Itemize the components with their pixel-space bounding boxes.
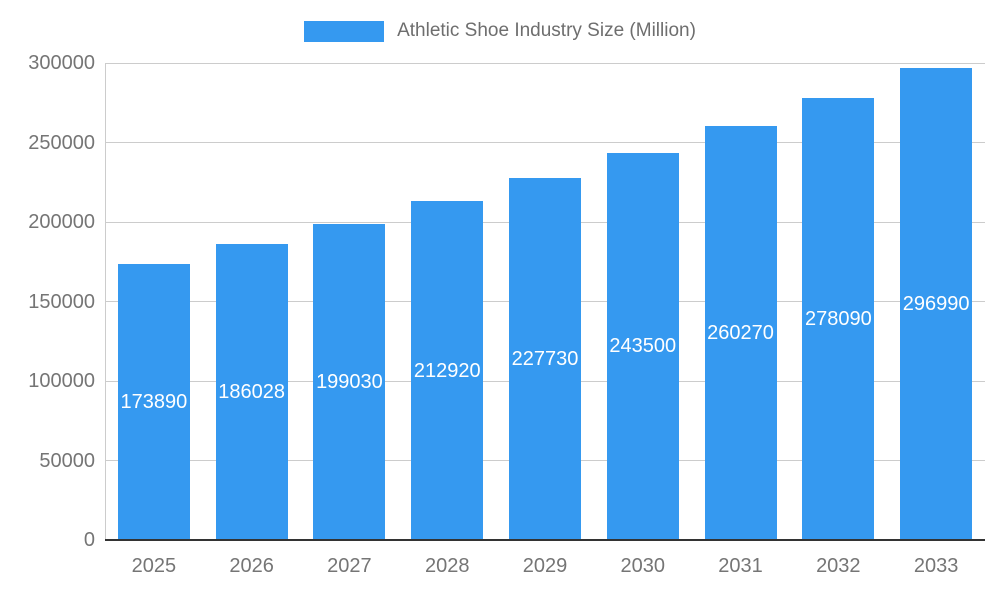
bar — [606, 152, 679, 540]
x-axis-label: 2026 — [229, 555, 274, 577]
gridline — [105, 62, 985, 64]
bar — [117, 263, 190, 540]
y-axis-label: 250000 — [28, 131, 95, 154]
x-axis-baseline — [105, 539, 985, 541]
x-axis-label: 2029 — [522, 555, 568, 577]
gridline — [105, 142, 985, 143]
bar — [704, 126, 777, 540]
x-axis-label: 2027 — [327, 555, 372, 577]
bar-value-label: 278090 — [804, 307, 872, 330]
y-axis-label: 50000 — [39, 449, 95, 472]
bar-value-label: 243500 — [609, 335, 677, 358]
y-axis-label: 0 — [83, 529, 95, 551]
bar — [900, 67, 973, 540]
y-axis-label: 100000 — [28, 370, 95, 392]
chart-legend: Athletic Shoe Industry Size (Million) — [0, 18, 1000, 44]
bar-value-label: 173890 — [120, 390, 188, 413]
bar — [215, 244, 288, 540]
y-axis-label: 150000 — [28, 290, 95, 313]
x-axis-label: 2025 — [131, 555, 177, 577]
y-axis-label: 300000 — [28, 52, 95, 74]
legend-swatch — [304, 20, 385, 42]
bar — [411, 201, 484, 540]
bar-value-label: 296990 — [902, 292, 970, 315]
bar-value-label: 199030 — [316, 370, 383, 393]
x-axis-label: 2031 — [718, 555, 763, 577]
x-axis-label: 2028 — [424, 555, 470, 577]
y-axis-label: 200000 — [28, 211, 95, 233]
bar-value-label: 212920 — [413, 359, 481, 382]
bar-value-label: 260270 — [707, 322, 774, 345]
bar — [802, 97, 875, 540]
bar — [313, 223, 386, 540]
y-axis-line — [105, 63, 106, 540]
bar-value-label: 186028 — [218, 381, 286, 404]
x-axis-label: 2030 — [620, 555, 666, 577]
bar-value-label: 227730 — [511, 347, 579, 370]
x-axis-label: 2033 — [913, 555, 959, 577]
bar — [509, 177, 581, 540]
x-axis-label: 2032 — [816, 555, 861, 577]
legend-title: Athletic Shoe Industry Size (Million) — [397, 20, 696, 41]
